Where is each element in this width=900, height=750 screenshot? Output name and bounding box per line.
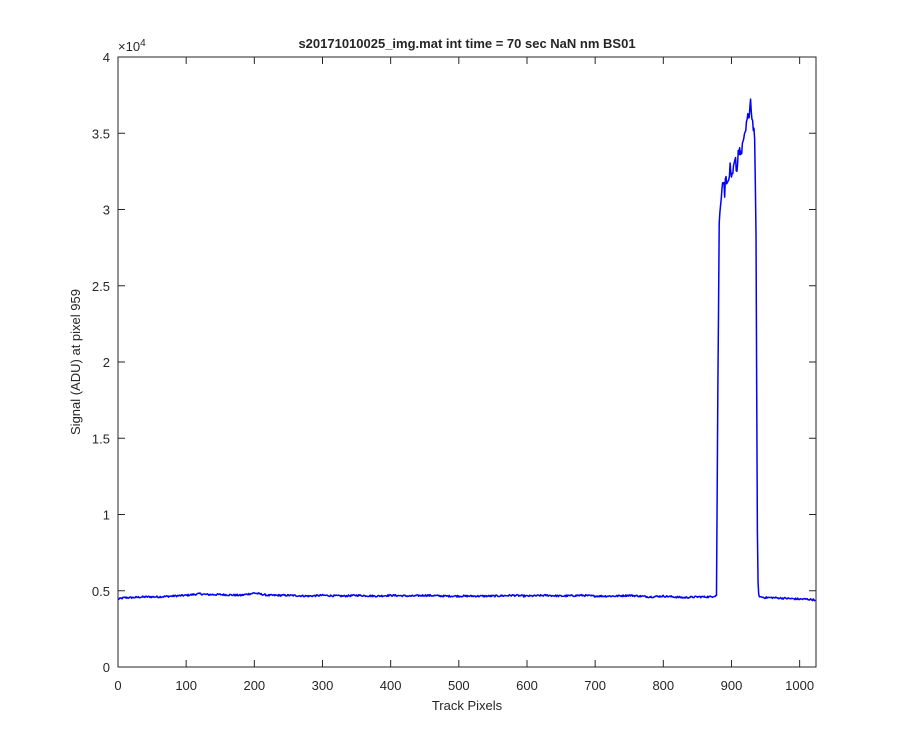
x-tick-label: 100 xyxy=(175,678,197,693)
plot-area xyxy=(118,57,816,667)
y-tick-label: 1.5 xyxy=(92,431,110,446)
y-tick-label: 3.5 xyxy=(92,126,110,141)
y-tick-label: 4 xyxy=(103,50,110,65)
y-tick-label: 3 xyxy=(103,203,110,218)
y-tick-label: 0.5 xyxy=(92,584,110,599)
x-tick-label: 0 xyxy=(114,678,121,693)
series-line xyxy=(117,98,816,602)
y-tick-label: 0 xyxy=(103,660,110,675)
y-axis-exponent: ×104 xyxy=(118,38,146,54)
x-tick-label: 1000 xyxy=(785,678,814,693)
x-tick-label: 300 xyxy=(312,678,334,693)
y-exponent-power: 4 xyxy=(140,38,146,49)
x-tick-label: 900 xyxy=(721,678,743,693)
x-tick-label: 800 xyxy=(652,678,674,693)
series-group xyxy=(117,98,816,602)
axis-ticks xyxy=(117,56,816,668)
x-tick-labels: 0 100 200 300 400 500 600 700 800 900 1000 xyxy=(114,678,814,693)
y-exponent-base: ×10 xyxy=(118,39,140,54)
y-tick-labels: 0 0.5 1 1.5 2 2.5 3 3.5 4 xyxy=(92,50,110,675)
y-tick-label: 1 xyxy=(103,508,110,523)
chart-title: s20171010025_img.mat int time = 70 sec N… xyxy=(298,36,635,51)
y-tick-label: 2.5 xyxy=(92,279,110,294)
plot-frame xyxy=(117,56,817,668)
x-axis-label: Track Pixels xyxy=(432,698,503,713)
x-tick-label: 200 xyxy=(243,678,265,693)
y-axis-label: Signal (ADU) at pixel 959 xyxy=(68,289,83,435)
y-tick-label: 2 xyxy=(103,355,110,370)
x-tick-label: 500 xyxy=(448,678,470,693)
x-tick-label: 400 xyxy=(380,678,402,693)
x-tick-label: 600 xyxy=(516,678,538,693)
x-tick-label: 700 xyxy=(584,678,606,693)
